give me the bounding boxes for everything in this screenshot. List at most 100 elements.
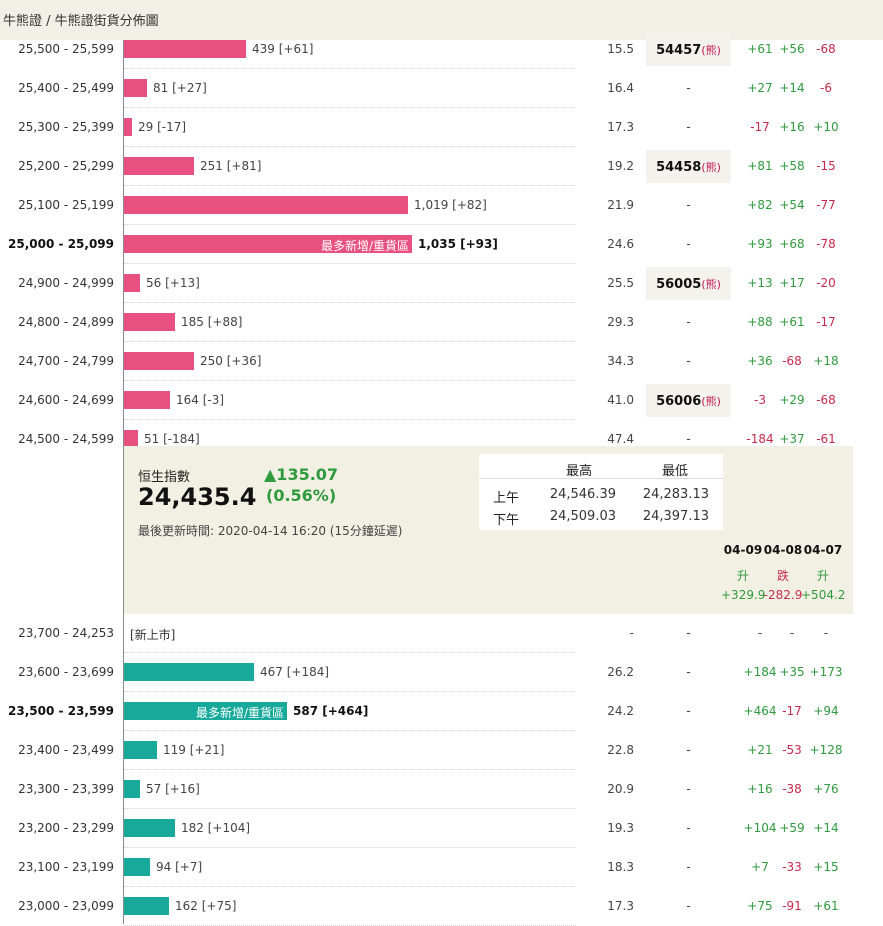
distance-pct: 18.3 — [607, 860, 634, 874]
outstanding-count: 56 [+13] — [146, 276, 200, 290]
warrant-code[interactable]: 56005(熊) — [646, 267, 731, 300]
table-row[interactable]: 23,500 - 23,599 最多新增/重貨區 587 [+464] 24.2 - +4… — [0, 692, 883, 731]
bear-bar[interactable]: 最多新增/重貨區 — [124, 702, 287, 720]
distance-pct: 19.2 — [607, 159, 634, 173]
row-separator — [124, 185, 576, 186]
warrant-code: - — [686, 81, 691, 95]
bear-bar[interactable] — [124, 897, 169, 915]
outstanding-count: 182 [+104] — [181, 821, 251, 835]
strike-range: 25,400 - 25,499 — [18, 81, 114, 95]
table-row[interactable]: 23,700 - 24,253 [新上市] - - - - - — [0, 614, 883, 653]
distance-pct: 22.8 — [607, 743, 634, 757]
strike-range: 25,200 - 25,299 — [18, 159, 114, 173]
divider — [479, 478, 723, 479]
outstanding-count: 439 [+61] — [252, 42, 314, 56]
warrant-code: - — [686, 821, 691, 835]
table-row[interactable]: 23,100 - 23,199 94 [+7] 18.3 - +7 -33 +15 — [0, 848, 883, 887]
table-row[interactable]: 23,600 - 23,699 467 [+184] 26.2 - +184 +35 +17… — [0, 653, 883, 692]
warrant-code[interactable]: 56006(熊) — [646, 384, 731, 417]
table-row[interactable]: 25,500 - 25,599 439 [+61] 15.5 54457(熊) +61 +… — [0, 30, 883, 69]
warrant-code[interactable]: 54457(熊) — [646, 33, 731, 66]
daily-change-1: +36 — [747, 354, 773, 368]
strike-range: 25,000 - 25,099 — [8, 237, 114, 251]
table-row[interactable]: 23,200 - 23,299 182 [+104] 19.3 - +104 +59 +14 — [0, 809, 883, 848]
daily-change-3: +128 — [809, 743, 843, 757]
strike-range: 23,300 - 23,399 — [18, 782, 114, 796]
daily-change-1: +7 — [751, 860, 769, 874]
warrant-code-number[interactable]: 54458 — [656, 160, 702, 175]
daily-change-1: - — [757, 626, 763, 640]
col-high-header: 最高 — [565, 464, 592, 479]
table-row[interactable]: 25,400 - 25,499 81 [+27] 16.4 - +27 +14 -6 — [0, 69, 883, 108]
strike-range: 25,100 - 25,199 — [18, 198, 114, 212]
bull-bar[interactable] — [124, 118, 132, 136]
strike-range: 24,500 - 24,599 — [18, 432, 114, 446]
bear-bar[interactable] — [124, 741, 157, 759]
bull-bar[interactable] — [124, 352, 194, 370]
outstanding-count: 51 [-184] — [144, 432, 200, 446]
daily-change-3: +10 — [813, 120, 839, 134]
pm-high: 24,509.03 — [549, 509, 616, 524]
daily-change-1: +27 — [747, 81, 773, 95]
warrant-code-number[interactable]: 56006 — [656, 394, 702, 409]
bull-bar[interactable] — [124, 430, 138, 448]
bull-bar[interactable] — [124, 196, 408, 214]
daily-change-2: -68 — [782, 354, 802, 368]
daily-change-1: +104 — [743, 821, 777, 835]
index-value: 24,435.4 — [138, 483, 257, 511]
bear-bar[interactable] — [124, 858, 150, 876]
table-row[interactable]: 25,000 - 25,099 最多新增/重貨區 1,035 [+93] 24.6 - +… — [0, 225, 883, 264]
strike-range: 23,700 - 24,253 — [18, 626, 114, 640]
daily-change-3: +61 — [813, 899, 839, 913]
table-row[interactable]: 25,300 - 25,399 29 [-17] 17.3 - -17 +16 +10 — [0, 108, 883, 147]
daily-change-3: -6 — [820, 81, 832, 95]
warrant-code-number[interactable]: 54457 — [656, 43, 702, 58]
row-separator — [124, 847, 576, 848]
row-separator — [124, 146, 576, 147]
daily-change-2: +37 — [779, 432, 805, 446]
daily-change-1: -184 — [746, 432, 774, 446]
bull-bar[interactable] — [124, 79, 147, 97]
table-row[interactable]: 23,000 - 23,099 162 [+75] 17.3 - +75 -91 +61 — [0, 887, 883, 926]
distance-pct: 20.9 — [607, 782, 634, 796]
outstanding-count: 57 [+16] — [146, 782, 200, 796]
bull-bar[interactable] — [124, 40, 246, 58]
table-row[interactable]: 25,200 - 25,299 251 [+81] 19.2 54458(熊) +81 +… — [0, 147, 883, 186]
outstanding-count: 119 [+21] — [163, 743, 225, 757]
table-row[interactable]: 23,300 - 23,399 57 [+16] 20.9 - +16 -38 +76 — [0, 770, 883, 809]
row-separator — [124, 341, 576, 342]
bull-bar[interactable]: 最多新增/重貨區 — [124, 235, 412, 253]
bear-bar[interactable] — [124, 780, 140, 798]
warrant-code-number[interactable]: 56005 — [656, 277, 702, 292]
zone-label: 最多新增/重貨區 — [320, 239, 409, 253]
warrant-code[interactable]: 54458(熊) — [646, 150, 731, 183]
breadcrumb-root[interactable]: 牛熊證 — [3, 14, 43, 29]
row-separator — [124, 886, 576, 887]
bull-bar[interactable] — [124, 157, 194, 175]
table-row[interactable]: 24,700 - 24,799 250 [+36] 34.3 - +36 -68 +18 — [0, 342, 883, 381]
warrant-code: - — [686, 743, 691, 757]
bear-bar[interactable] — [124, 819, 175, 837]
daily-change-2: -17 — [782, 704, 802, 718]
table-row[interactable]: 25,100 - 25,199 1,019 [+82] 21.9 - +82 +54 -77 — [0, 186, 883, 225]
distance-pct: 17.3 — [607, 120, 634, 134]
index-change: ▲135.07 — [264, 465, 339, 484]
row-separator — [124, 302, 576, 303]
table-row[interactable]: 23,400 - 23,499 119 [+21] 22.8 - +21 -53 +128 — [0, 731, 883, 770]
daily-change-1: +21 — [747, 743, 773, 757]
strike-range: 24,600 - 24,699 — [18, 393, 114, 407]
warrant-code: - — [686, 899, 691, 913]
strike-range: 24,800 - 24,899 — [18, 315, 114, 329]
table-row[interactable]: 24,800 - 24,899 185 [+88] 29.3 - +88 +61 -17 — [0, 303, 883, 342]
bull-bar[interactable] — [124, 391, 170, 409]
am-label: 上午 — [493, 491, 520, 506]
distance-pct: 25.5 — [607, 276, 634, 290]
daily-change-1: +184 — [743, 665, 777, 679]
table-row[interactable]: 24,900 - 24,999 56 [+13] 25.5 56005(熊) +13 +1… — [0, 264, 883, 303]
bull-bar[interactable] — [124, 274, 140, 292]
bear-bar[interactable] — [124, 663, 254, 681]
table-row[interactable]: 24,600 - 24,699 164 [-3] 41.0 56006(熊) -3 +29… — [0, 381, 883, 420]
table-row[interactable]: 24,500 - 24,599 51 [-184] 47.4 - -184 +37 -61 — [0, 420, 883, 459]
outstanding-count: 81 [+27] — [153, 81, 207, 95]
bull-bar[interactable] — [124, 313, 175, 331]
